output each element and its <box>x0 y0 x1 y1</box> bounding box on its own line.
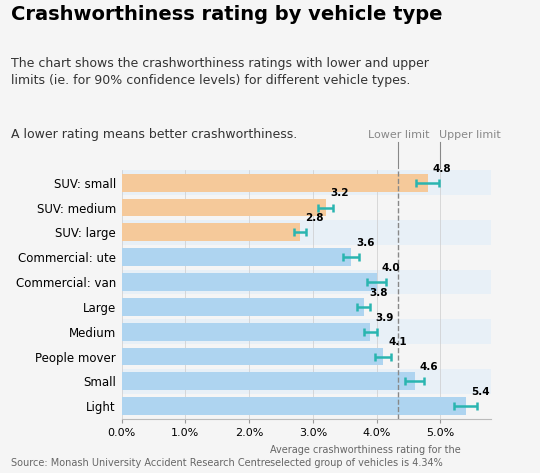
Bar <box>122 248 351 266</box>
Bar <box>122 397 466 415</box>
Text: 3.2: 3.2 <box>330 188 349 198</box>
Bar <box>122 323 370 341</box>
Text: 4.0: 4.0 <box>382 263 400 273</box>
Text: A lower rating means better crashworthiness.: A lower rating means better crashworthin… <box>11 128 297 140</box>
Bar <box>122 220 491 245</box>
Bar <box>122 348 383 366</box>
Bar <box>122 199 326 217</box>
Bar <box>122 372 415 390</box>
Bar <box>122 298 364 316</box>
Bar <box>122 394 491 419</box>
Bar <box>122 270 491 294</box>
Text: 2.8: 2.8 <box>305 213 323 223</box>
Bar <box>122 223 300 241</box>
Text: 4.8: 4.8 <box>433 164 451 174</box>
Bar <box>122 319 491 344</box>
Text: Upper limit: Upper limit <box>439 130 501 140</box>
Bar <box>122 195 491 220</box>
Text: Crashworthiness rating by vehicle type: Crashworthiness rating by vehicle type <box>11 5 442 24</box>
Text: Lower limit: Lower limit <box>368 130 429 140</box>
Text: 4.1: 4.1 <box>388 337 407 347</box>
Bar <box>122 170 491 195</box>
Text: The chart shows the crashworthiness ratings with lower and upper
limits (ie. for: The chart shows the crashworthiness rati… <box>11 57 429 87</box>
Bar <box>122 245 491 270</box>
Text: 3.6: 3.6 <box>356 238 375 248</box>
Text: 5.4: 5.4 <box>471 387 490 397</box>
Bar <box>122 344 491 369</box>
Bar <box>122 369 491 394</box>
Text: Source: Monash University Accident Research Centre: Source: Monash University Accident Resea… <box>11 458 271 468</box>
Bar <box>122 273 376 291</box>
Bar <box>122 294 491 319</box>
Text: 4.6: 4.6 <box>420 362 438 372</box>
Text: 3.8: 3.8 <box>369 288 388 298</box>
Bar <box>122 174 428 192</box>
Text: 3.9: 3.9 <box>375 313 394 323</box>
Text: Average crashworthiness rating for the
selected group of vehicles is 4.34%: Average crashworthiness rating for the s… <box>270 445 461 468</box>
